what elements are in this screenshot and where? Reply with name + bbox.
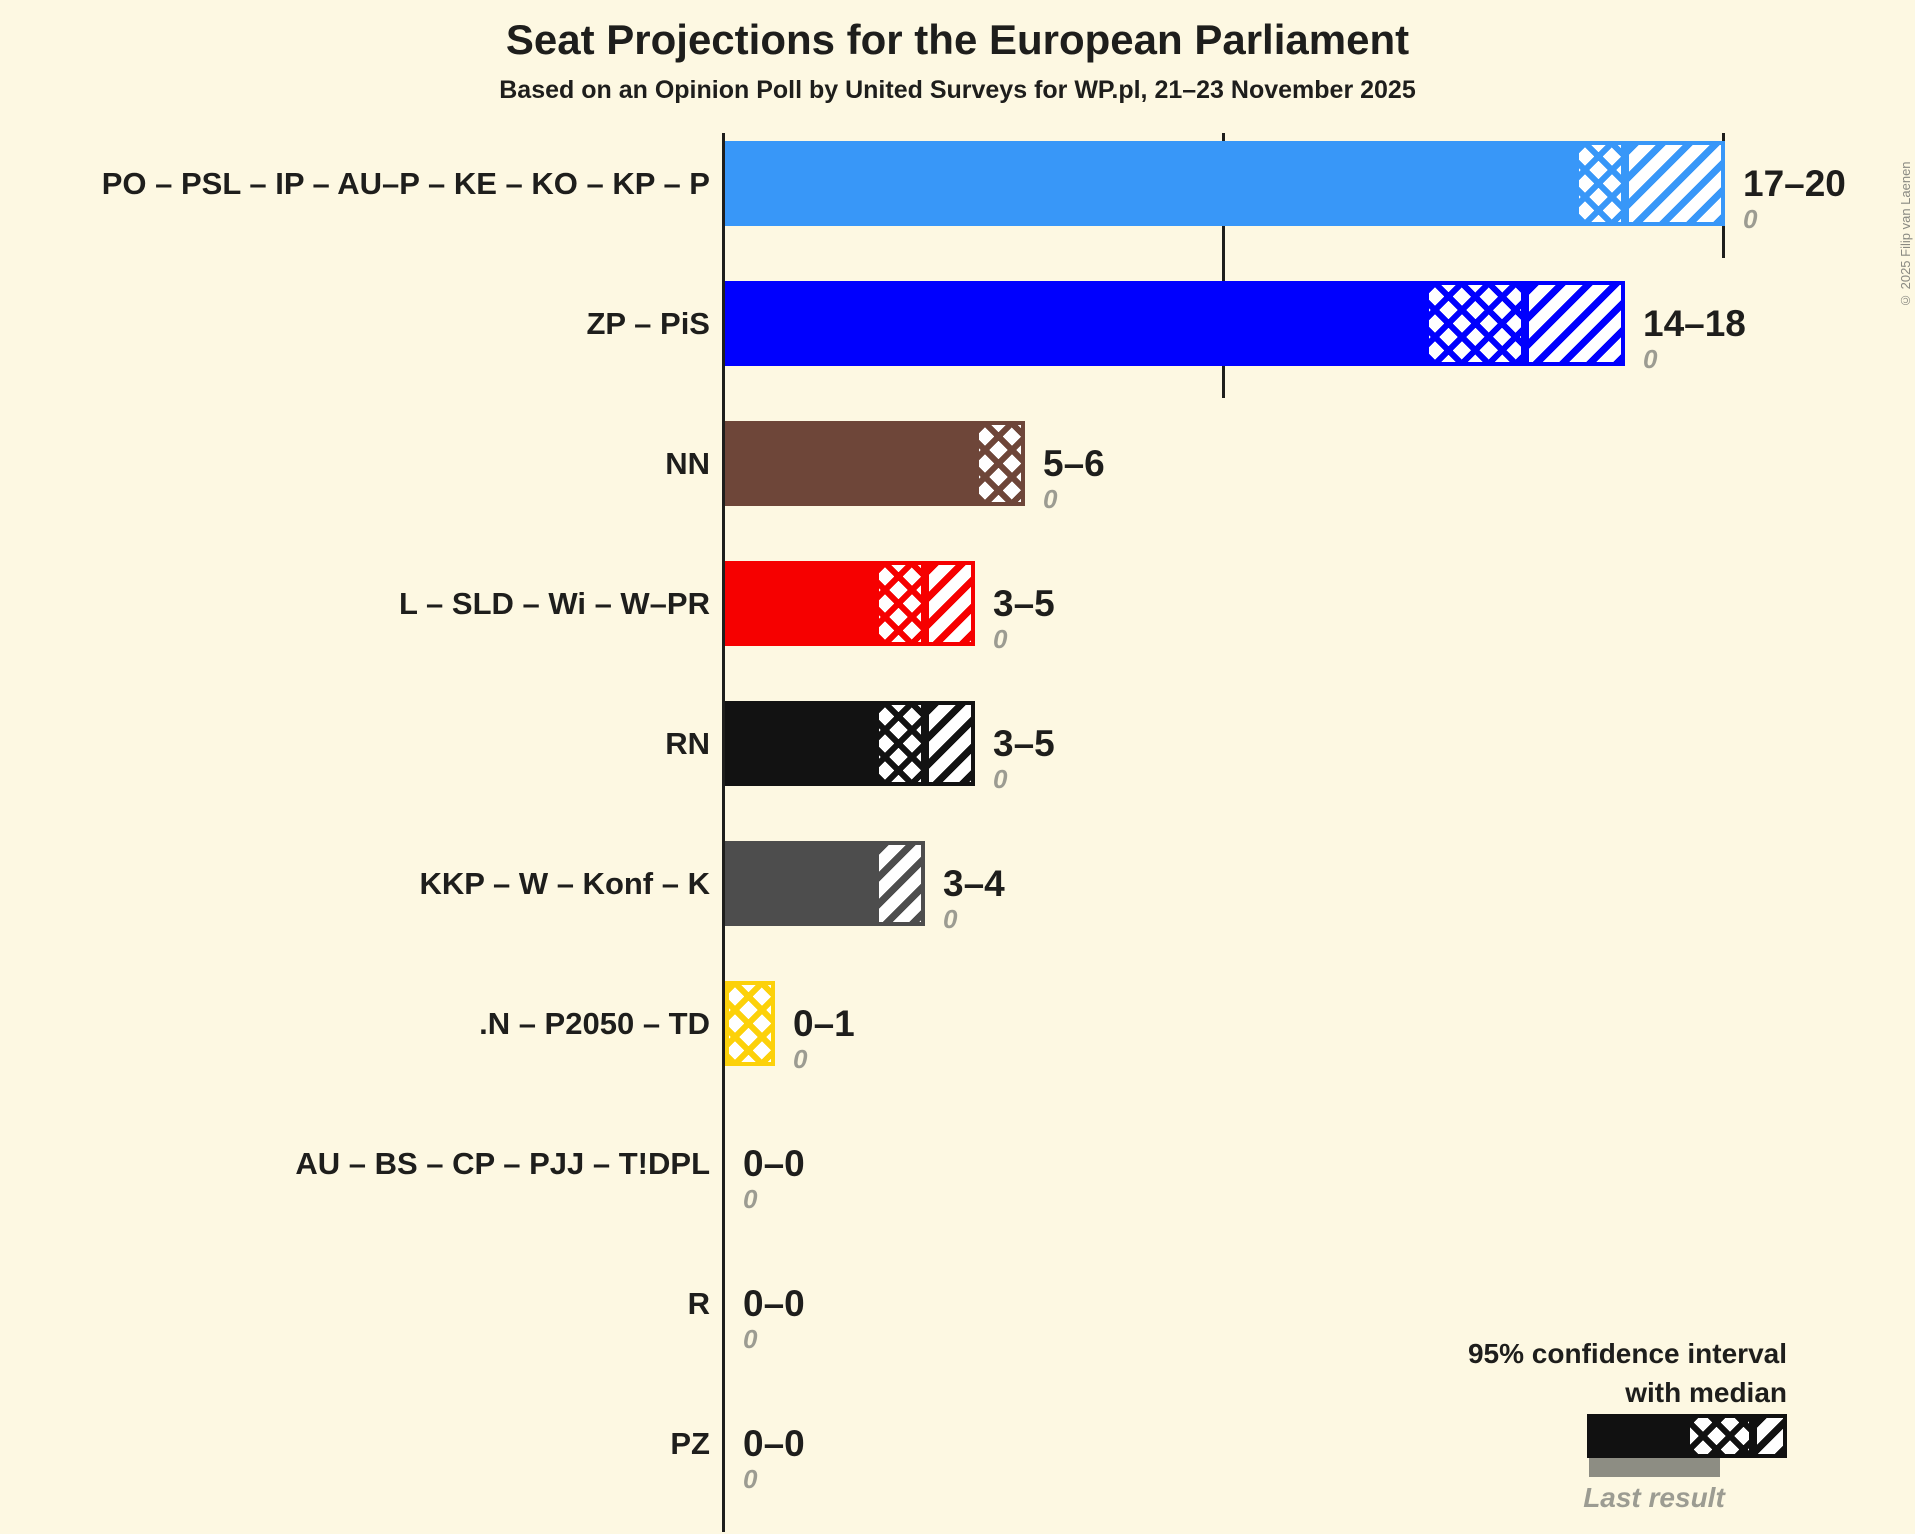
chart-title: Seat Projections for the European Parlia… xyxy=(505,16,1410,63)
range-value: 0–0 xyxy=(743,1142,805,1184)
last-result-value: 0 xyxy=(1643,343,1658,374)
row-label: ZP – PiS xyxy=(586,305,711,341)
median-to-ci-high-hatch xyxy=(1525,281,1625,366)
last-result-value: 0 xyxy=(793,1043,808,1074)
legend-last-result-bar xyxy=(1589,1458,1720,1477)
row-label: PZ xyxy=(670,1425,710,1461)
range-value: 3–4 xyxy=(943,862,1005,904)
ci-low-to-median-hatch xyxy=(725,981,775,1066)
row-label: .N – P2050 – TD xyxy=(479,1005,710,1041)
legend-ci-label: 95% confidence interval xyxy=(1467,1338,1787,1369)
last-result-value: 0 xyxy=(743,1183,758,1214)
range-value: 0–0 xyxy=(743,1422,805,1464)
last-result-value: 0 xyxy=(993,623,1008,654)
copyright-note: © 2025 Filip van Laenen xyxy=(1898,161,1913,308)
bar xyxy=(725,841,925,926)
range-value: 17–20 xyxy=(1743,162,1846,204)
bar xyxy=(725,421,1025,506)
last-result-value: 0 xyxy=(743,1323,758,1354)
range-value: 5–6 xyxy=(1043,442,1105,484)
legend-last-result-label: Last result xyxy=(1583,1482,1725,1513)
last-result-value: 0 xyxy=(993,763,1008,794)
row-label: NN xyxy=(665,445,710,481)
ci-low-to-median-hatch xyxy=(875,701,925,786)
median-to-ci-high-hatch xyxy=(925,561,975,646)
range-value: 0–0 xyxy=(743,1282,805,1324)
row-label: KKP – W – Konf – K xyxy=(419,865,710,901)
legend-diagonal-sample xyxy=(1753,1414,1787,1458)
row-label: AU – BS – CP – PJJ – T!DPL xyxy=(295,1145,710,1181)
row-label: L – SLD – Wi – W–PR xyxy=(399,585,710,621)
bar xyxy=(725,981,775,1066)
gridline-10-seats xyxy=(1222,133,1225,398)
legend-sample-bar xyxy=(1587,1414,1787,1458)
last-result-value: 0 xyxy=(943,903,958,934)
bar xyxy=(725,281,1625,366)
y-axis-baseline xyxy=(722,133,725,1532)
range-value: 0–1 xyxy=(793,1002,855,1044)
chart-subtitle: Based on an Opinion Poll by United Surve… xyxy=(499,76,1416,104)
ci-low-to-median-hatch xyxy=(975,421,1025,506)
bar xyxy=(725,561,975,646)
row-label: R xyxy=(687,1285,710,1321)
last-result-value: 0 xyxy=(1743,203,1758,234)
bar xyxy=(725,701,975,786)
last-result-value: 0 xyxy=(1043,483,1058,514)
range-value: 3–5 xyxy=(993,722,1055,764)
range-value: 14–18 xyxy=(1643,302,1746,344)
ci-low-to-median-hatch xyxy=(875,561,925,646)
row-label: PO – PSL – IP – AU–P – KE – KO – KP – P xyxy=(101,165,710,201)
median-to-ci-high-hatch xyxy=(875,841,925,926)
median-to-ci-high-hatch xyxy=(1625,141,1725,226)
ci-low-to-median-hatch xyxy=(1575,141,1625,226)
ci-low-to-median-hatch xyxy=(1425,281,1525,366)
row-label: RN xyxy=(665,725,710,761)
bar xyxy=(725,141,1725,226)
last-result-value: 0 xyxy=(743,1463,758,1494)
legend-median-label: with median xyxy=(1625,1377,1787,1408)
range-value: 3–5 xyxy=(993,582,1055,624)
median-to-ci-high-hatch xyxy=(925,701,975,786)
legend: 95% confidence interval with median xyxy=(1468,1334,1787,1412)
legend-crosshatch-sample xyxy=(1686,1414,1753,1458)
